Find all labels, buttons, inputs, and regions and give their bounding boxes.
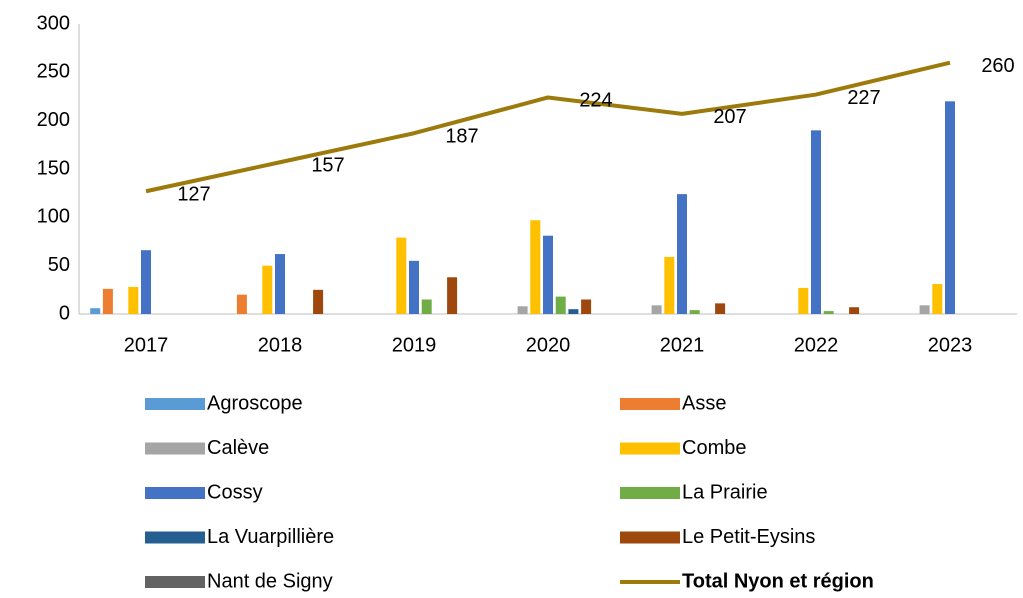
legend-label: Agroscope [207,392,303,414]
bar [689,310,700,314]
bar [128,286,139,314]
data-label: 187 [445,126,478,148]
x-tick-label: 2021 [660,334,705,356]
bar [581,299,592,314]
bar [715,303,726,314]
bar [409,260,419,314]
bar [664,256,675,314]
bar [568,309,579,314]
data-label: 207 [713,106,746,128]
y-tick-label: 300 [37,12,70,34]
legend-label: Nant de Signy [207,570,333,592]
bar [447,277,458,314]
bar [677,194,687,314]
bar [141,250,151,314]
bar [275,254,285,314]
legend-swatch [145,398,205,410]
bar [262,265,273,314]
bar [555,296,566,314]
legend-label: La Vuarpillière [207,526,334,548]
bar [823,311,834,314]
bar [236,294,247,314]
bar [932,284,943,314]
y-tick-label: 200 [37,109,70,131]
x-tick-label: 2019 [392,334,437,356]
legend-label: Total Nyon et région [682,570,874,592]
legend-label: Calève [207,437,269,459]
legend-swatch [620,487,680,499]
legend-label: Cossy [207,481,263,503]
y-tick-label: 250 [37,61,70,83]
bar [102,288,113,314]
x-tick-label: 2020 [526,334,571,356]
legend-swatch [145,576,205,588]
legend-label: Combe [682,437,746,459]
legend-label: Le Petit-Eysins [682,526,815,548]
legend-label: Asse [682,392,726,414]
data-label: 227 [847,87,880,109]
data-label: 127 [177,184,210,206]
legend-swatch [145,531,205,544]
data-label: 260 [981,55,1014,77]
bar [421,299,432,314]
bar [798,287,809,314]
bar [396,237,407,314]
bar [313,289,324,314]
y-tick-label: 0 [59,302,70,324]
x-tick-label: 2017 [124,334,169,356]
legend-swatch [145,442,205,455]
bar [811,130,821,314]
legend-label: La Prairie [682,481,768,503]
legend-swatch [620,442,680,455]
y-tick-label: 100 [37,206,70,228]
legend-swatch [620,531,680,544]
bar [517,306,528,314]
x-tick-label: 2022 [794,334,839,356]
y-tick-label: 50 [48,254,70,276]
bar [651,305,662,314]
bar [543,235,553,314]
legend-swatch [620,398,680,410]
x-tick-label: 2023 [928,334,973,356]
x-tick-label: 2018 [258,334,303,356]
bar [530,220,541,314]
bar [90,308,101,314]
y-tick-label: 150 [37,157,70,179]
data-label: 157 [311,155,344,177]
bar [919,305,930,314]
legend-swatch [145,487,205,499]
total-line [145,60,951,194]
bar [849,307,860,314]
bar [945,101,955,314]
data-label: 224 [579,90,612,112]
